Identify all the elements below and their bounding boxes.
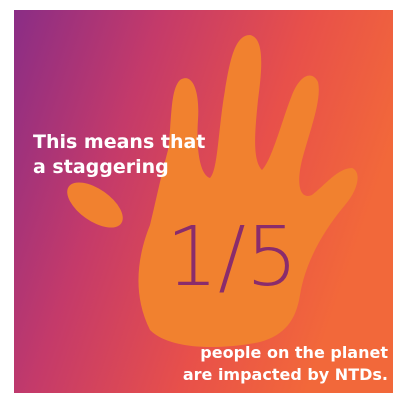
statistic: 1/5: [166, 210, 298, 305]
hand-print: [67, 35, 358, 347]
headline-line: a staggering: [33, 156, 169, 178]
headline-line: This means that: [33, 131, 205, 153]
footer-line: people on the planet: [200, 343, 388, 362]
footer-line: are impacted by NTDs.: [183, 365, 388, 384]
palm: [138, 35, 358, 347]
thumb: [67, 182, 123, 228]
